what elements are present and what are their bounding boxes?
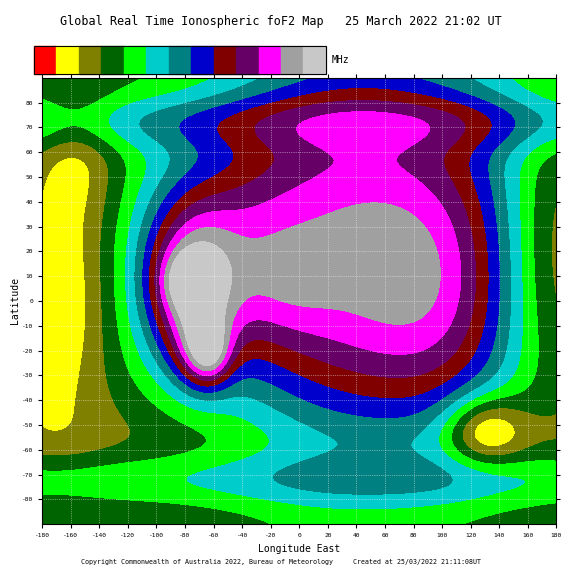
Bar <box>214 46 236 74</box>
Bar <box>124 46 146 74</box>
Bar <box>34 46 56 74</box>
Text: MHz: MHz <box>332 55 350 65</box>
Text: 11: 11 <box>264 84 275 92</box>
Text: 1: 1 <box>42 84 48 92</box>
Text: 2: 2 <box>65 84 70 92</box>
Text: Global Real Time Ionospheric foF2 Map   25 March 2022 21:02 UT: Global Real Time Ionospheric foF2 Map 25… <box>60 15 502 28</box>
Bar <box>101 46 124 74</box>
Bar <box>259 46 281 74</box>
Text: 10: 10 <box>242 84 253 92</box>
Bar <box>79 46 101 74</box>
Text: 14: 14 <box>332 84 343 92</box>
Bar <box>56 46 79 74</box>
Text: 7: 7 <box>177 84 183 92</box>
Text: 8: 8 <box>200 84 205 92</box>
Bar <box>236 46 259 74</box>
Bar <box>303 46 326 74</box>
Text: Copyright Commonwealth of Australia 2022, Bureau of Meteorology     Created at 2: Copyright Commonwealth of Australia 2022… <box>81 559 481 565</box>
X-axis label: Longitude East: Longitude East <box>258 544 341 554</box>
Bar <box>281 46 303 74</box>
Text: 13: 13 <box>309 84 320 92</box>
Y-axis label: Latitude: Latitude <box>11 278 20 324</box>
Bar <box>146 46 169 74</box>
Text: 9: 9 <box>222 84 228 92</box>
Text: 3: 3 <box>87 84 93 92</box>
Bar <box>169 46 191 74</box>
Text: 6: 6 <box>155 84 160 92</box>
Text: 4: 4 <box>110 84 115 92</box>
Text: 12: 12 <box>287 84 298 92</box>
Text: 5: 5 <box>132 84 138 92</box>
Bar <box>191 46 214 74</box>
